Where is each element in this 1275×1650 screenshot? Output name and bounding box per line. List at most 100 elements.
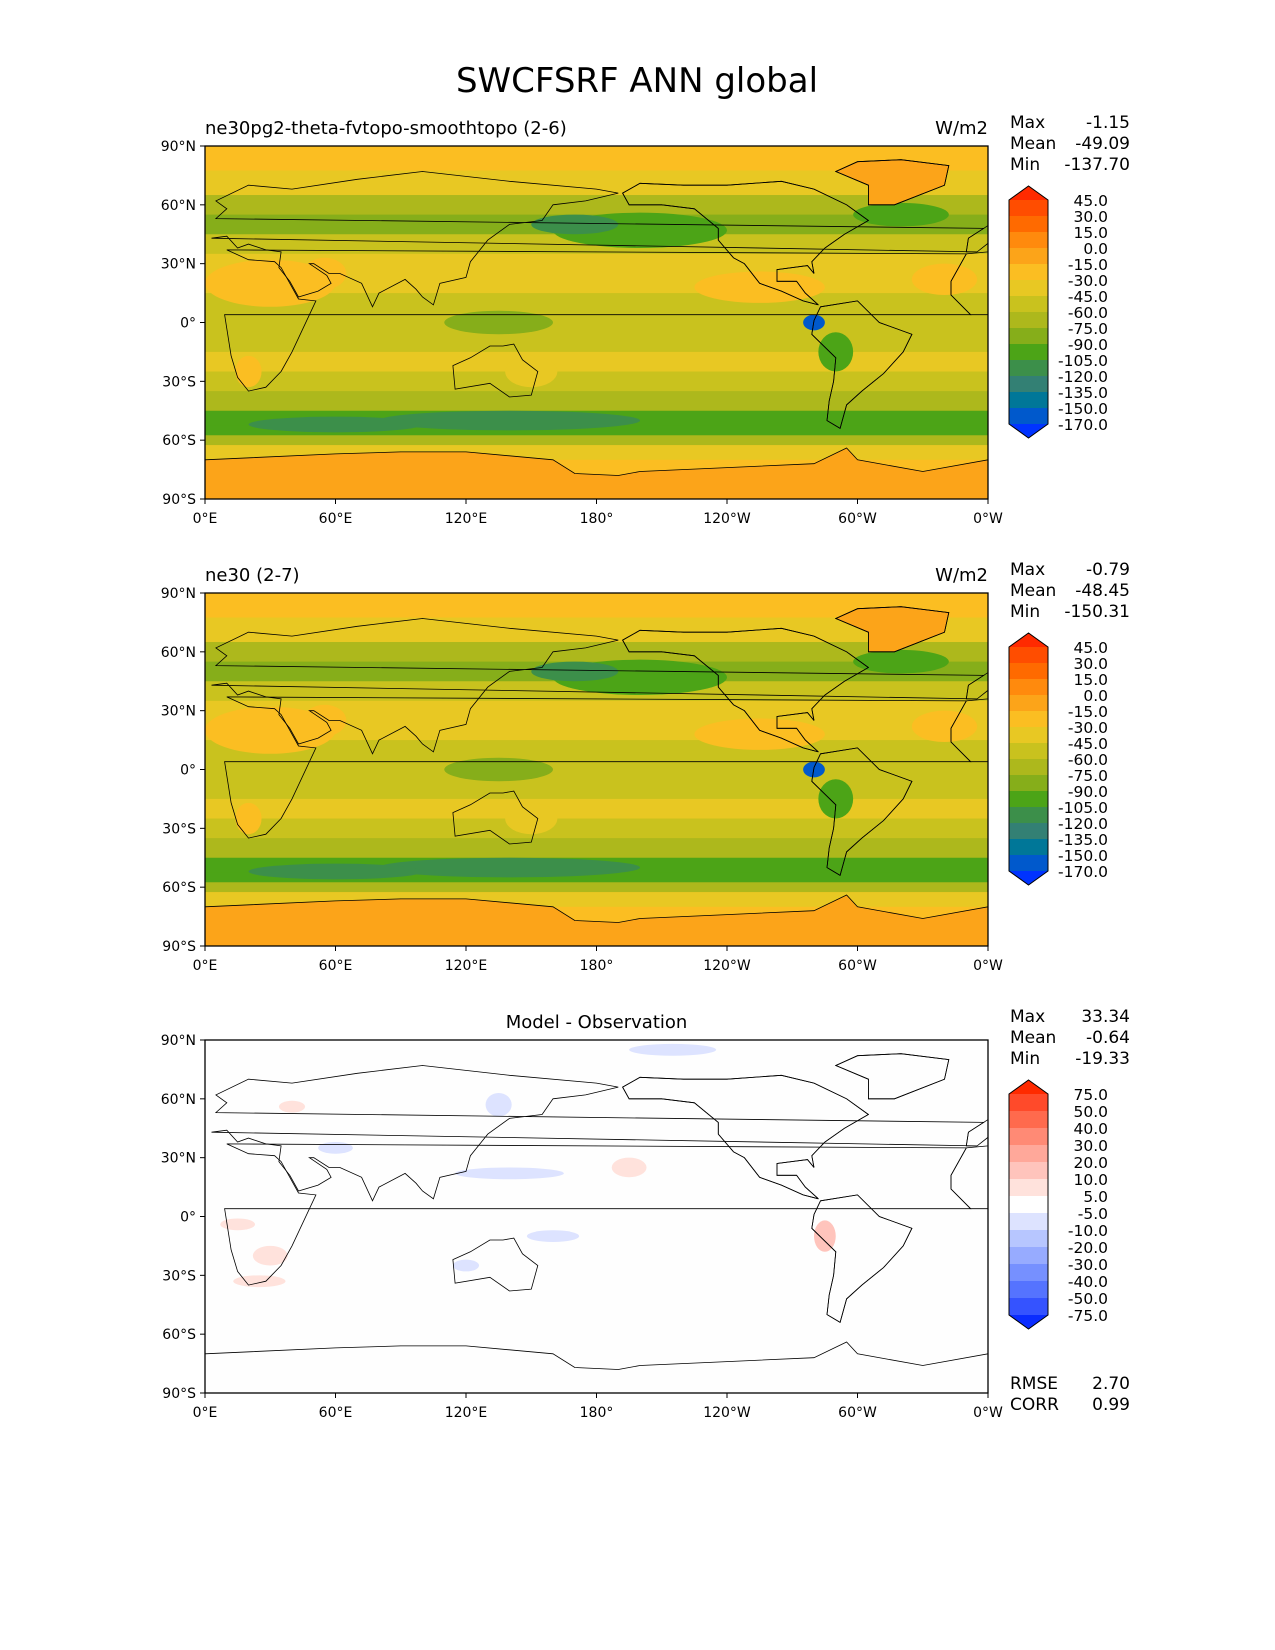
- y-tick-label: 60°N: [161, 198, 196, 214]
- greenland-coastline-wrap: [834, 159, 950, 206]
- x-tick-label: 120°W: [703, 958, 751, 974]
- field-feature: [205, 259, 336, 307]
- field-band: [205, 642, 988, 663]
- y-tick-label: 30°S: [162, 1268, 196, 1284]
- australia-coastline: [452, 1237, 539, 1292]
- colorbar-bin: [1009, 1094, 1048, 1112]
- greenland-coastline-wrap: [834, 1053, 950, 1100]
- colorbar-bin: [1009, 296, 1048, 313]
- colorbar-tick-label: -10.0: [1068, 1222, 1108, 1240]
- colorbar-extend-max: [1009, 633, 1048, 647]
- field-feature: [318, 1141, 353, 1154]
- field-feature: [248, 863, 423, 880]
- colorbar-bin: [1009, 1145, 1048, 1163]
- colorbar-bin: [1009, 839, 1048, 856]
- y-tick-label: 60°N: [161, 645, 196, 661]
- colorbar-tick-label: 0.0: [1083, 687, 1108, 705]
- field-feature: [694, 271, 825, 303]
- colorbar-bin: [1009, 312, 1048, 329]
- x-tick-label: 60°E: [319, 1405, 353, 1421]
- field-feature: [485, 1092, 512, 1117]
- colorbar-bin: [1009, 775, 1048, 792]
- colorbar-tick-label: -105.0: [1058, 352, 1108, 370]
- units-label: W/m2: [935, 565, 988, 586]
- colorbar-tick-label: -170.0: [1058, 863, 1108, 881]
- field-band: [205, 435, 988, 446]
- antarctica-coastline: [205, 447, 988, 499]
- colorbar-tick-label: -30.0: [1068, 719, 1108, 737]
- field-band: [205, 425, 988, 436]
- colorbar-tick-label: -50.0: [1068, 1290, 1108, 1308]
- colorbar-bin: [1009, 1162, 1048, 1180]
- field-feature: [235, 355, 262, 388]
- stat-label-max: Max: [1010, 113, 1045, 133]
- field-feature: [814, 1220, 836, 1252]
- field-feature: [611, 1157, 647, 1178]
- colorbar-tick-label: -120.0: [1058, 368, 1108, 386]
- field-feature: [379, 857, 640, 878]
- figure-title: SWCFSRF ANN global: [456, 61, 818, 101]
- stat-label-mean: Mean: [1010, 1028, 1056, 1048]
- x-tick-label: 0°W: [973, 1405, 1003, 1421]
- field-band: [205, 872, 988, 883]
- y-tick-label: 60°N: [161, 1092, 196, 1108]
- samerica-coastline-wrap: [811, 747, 913, 877]
- field-feature: [444, 310, 553, 335]
- colorbar-tick-label: -135.0: [1058, 384, 1108, 402]
- colorbar-tick-label: -90.0: [1068, 783, 1108, 801]
- colorbar-tick-label: 15.0: [1073, 671, 1108, 689]
- colorbar-extend-min: [1009, 1315, 1048, 1329]
- colorbar-bin: [1009, 807, 1048, 824]
- colorbar-bin: [1009, 695, 1048, 712]
- colorbar-tick-label: 40.0: [1073, 1120, 1108, 1138]
- colorbar-tick-label: -15.0: [1068, 256, 1108, 274]
- colorbar-tick-label: 45.0: [1073, 192, 1108, 210]
- field-band: [205, 779, 988, 800]
- map-field: [205, 593, 988, 946]
- x-tick-label: 60°W: [838, 511, 877, 527]
- colorbar-extend-min: [1009, 424, 1048, 438]
- field-band: [205, 700, 988, 721]
- field-feature: [531, 214, 619, 235]
- units-label: W/m2: [935, 118, 988, 139]
- colorbar-tick-label: -150.0: [1058, 400, 1108, 418]
- field-feature: [531, 661, 619, 682]
- stat-value-mean: -49.09: [1075, 134, 1130, 154]
- colorbar-tick-label: -75.0: [1068, 1307, 1108, 1325]
- eurasia-coastline: [211, 1065, 985, 1202]
- colorbar-bin: [1009, 1230, 1048, 1248]
- map-field: [205, 1040, 988, 1393]
- colorbar-bin: [1009, 855, 1048, 872]
- colorbar-bin: [1009, 1213, 1048, 1231]
- field-feature: [379, 410, 640, 431]
- panel-2: 90°N 60°N 30°N 0° 30°S 60°S 90°S 0°E 60°E 120°E 18…: [161, 560, 1130, 974]
- colorbar-extend-max: [1009, 1080, 1048, 1094]
- colorbar-bin: [1009, 216, 1048, 233]
- colorbar-bin: [1009, 1196, 1048, 1214]
- field-feature: [444, 757, 553, 782]
- samerica-coastline-wrap: [811, 300, 913, 430]
- field-feature: [205, 706, 336, 754]
- colorbar: 75.050.040.030.020.010.05.0-5.0-10.0-20.…: [1008, 1079, 1108, 1330]
- colorbar-tick-label: -105.0: [1058, 799, 1108, 817]
- panel-subtitle: Model - Observation: [506, 1012, 688, 1033]
- stat-label-max: Max: [1010, 560, 1045, 580]
- stat-label-max: Max: [1010, 1007, 1045, 1027]
- metric-value-rmse: 2.70: [1092, 1374, 1130, 1394]
- colorbar-tick-label: -45.0: [1068, 288, 1108, 306]
- colorbar-tick-label: -15.0: [1068, 703, 1108, 721]
- namerica-coastline-wrap: [622, 1074, 870, 1200]
- colorbar-bin: [1009, 232, 1048, 249]
- greenland-fill: [835, 606, 949, 652]
- colorbar-tick-label: 75.0: [1073, 1086, 1108, 1104]
- colorbar-extend-max: [1009, 186, 1048, 200]
- colorbar-bin: [1009, 647, 1048, 664]
- field-feature: [853, 202, 949, 227]
- y-tick-label: 30°N: [161, 704, 196, 720]
- colorbar-bin: [1009, 759, 1048, 776]
- colorbar-tick-label: 20.0: [1073, 1154, 1108, 1172]
- x-tick-label: 120°E: [445, 511, 488, 527]
- colorbar-tick-label: -90.0: [1068, 336, 1108, 354]
- australia-coastline: [452, 343, 539, 398]
